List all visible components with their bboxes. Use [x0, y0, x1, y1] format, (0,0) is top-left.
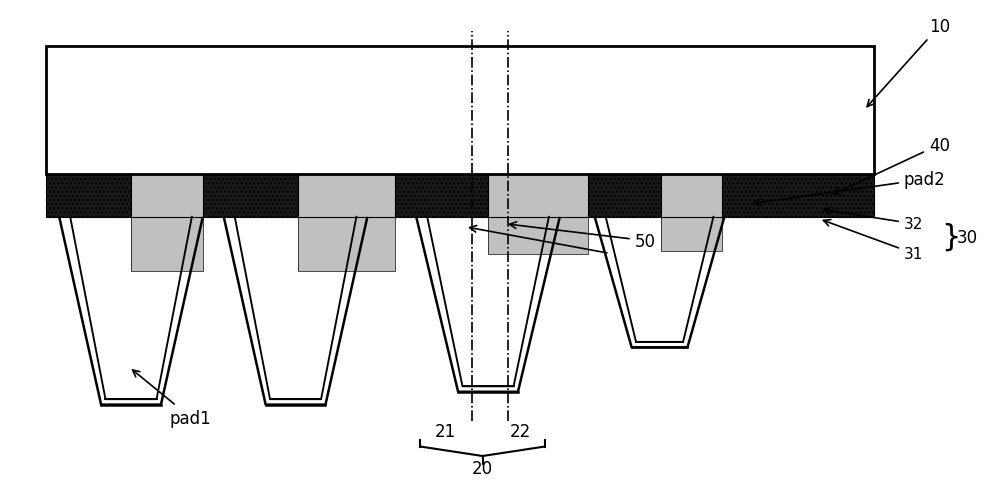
- Bar: [46, 175, 131, 217]
- Text: 21: 21: [435, 422, 456, 440]
- Bar: [488, 175, 588, 217]
- Bar: [661, 175, 722, 217]
- Text: 30: 30: [957, 228, 978, 246]
- Bar: [298, 175, 395, 217]
- Bar: [488, 217, 588, 255]
- Text: }: }: [941, 223, 960, 252]
- Text: 20: 20: [472, 459, 493, 477]
- Bar: [661, 217, 722, 252]
- Bar: [488, 217, 588, 255]
- Text: 40: 40: [833, 136, 950, 195]
- Bar: [298, 217, 395, 272]
- Bar: [588, 175, 661, 217]
- Bar: [298, 217, 395, 272]
- Text: pad2: pad2: [754, 171, 946, 206]
- Bar: [298, 175, 395, 217]
- Bar: [661, 175, 722, 217]
- Bar: [131, 217, 203, 272]
- Bar: [46, 47, 874, 175]
- Bar: [131, 217, 203, 272]
- Bar: [131, 175, 203, 217]
- Bar: [131, 175, 203, 217]
- Text: 10: 10: [867, 18, 950, 108]
- Text: 50: 50: [510, 222, 656, 250]
- Bar: [661, 217, 722, 252]
- Bar: [395, 175, 488, 217]
- Text: pad1: pad1: [133, 370, 212, 427]
- Bar: [203, 175, 298, 217]
- Bar: [488, 175, 588, 217]
- Text: 31: 31: [823, 220, 923, 261]
- Text: 22: 22: [509, 422, 531, 440]
- Bar: [722, 175, 874, 217]
- Text: 32: 32: [824, 208, 923, 232]
